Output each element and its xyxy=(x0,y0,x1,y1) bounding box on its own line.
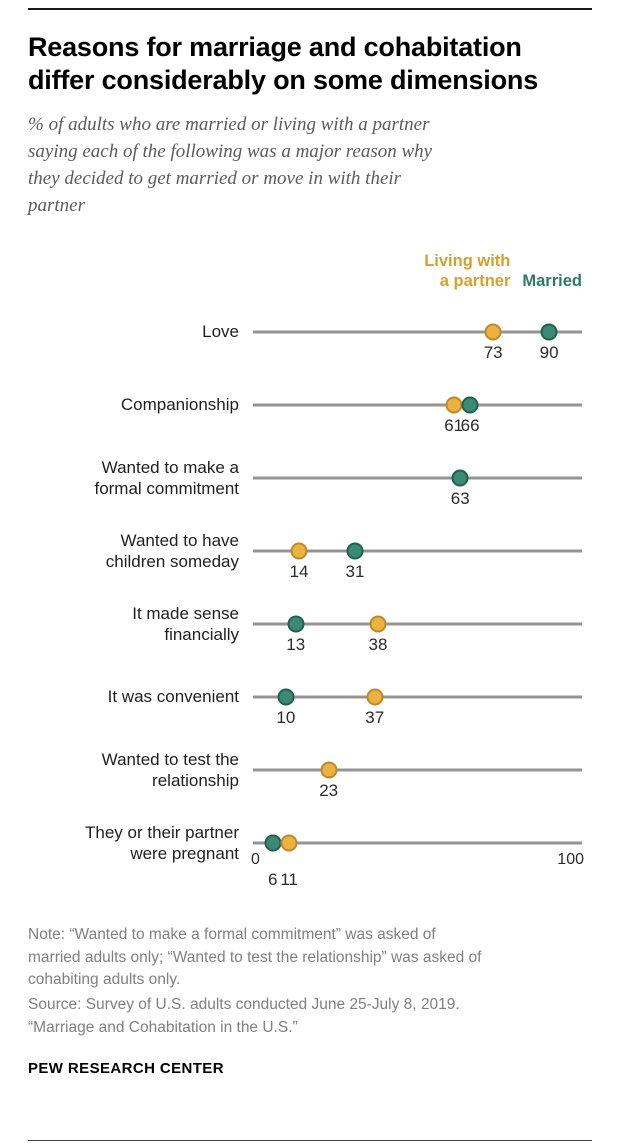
top-rule xyxy=(28,8,592,10)
row-plot: 10 37 xyxy=(253,661,582,734)
married-value-label: 31 xyxy=(345,562,365,582)
row-label: It was convenient xyxy=(107,687,239,707)
axis-min-label: 0 xyxy=(251,851,260,869)
married-value-label: 6 xyxy=(268,870,278,890)
married-dot xyxy=(461,396,479,414)
bottom-rule xyxy=(28,1140,592,1141)
row-line xyxy=(253,403,582,407)
chart-legend: Living with a partner Married xyxy=(253,250,582,292)
partner-value-label: 73 xyxy=(483,343,503,363)
partner-dot xyxy=(369,615,387,633)
row-label: Wanted to make a formal commitment xyxy=(94,457,239,499)
page-title: Reasons for marriage and cohabitation di… xyxy=(28,32,539,95)
row-plot: 14 31 xyxy=(253,515,582,588)
chart-row: Wanted to make a formal commitment 63 xyxy=(28,442,592,515)
partner-value-label: 37 xyxy=(365,708,385,728)
row-label: Wanted to have children someday xyxy=(105,530,239,572)
row-line xyxy=(253,476,582,480)
married-dot xyxy=(264,834,282,852)
married-dot xyxy=(540,323,558,341)
dot-plot-chart: Living with a partner Married Love 73 90 Co… xyxy=(28,250,592,890)
married-value-label: 66 xyxy=(460,416,480,436)
married-dot xyxy=(287,615,305,633)
partner-value-label: 23 xyxy=(319,781,339,801)
row-plot: 13 38 xyxy=(253,588,582,661)
married-dot xyxy=(451,469,469,487)
row-line xyxy=(253,330,582,334)
dot-plot-rows: Love 73 90 Companionship 61 66 Wanted to make … xyxy=(28,296,592,890)
partner-dot xyxy=(484,323,502,341)
chart-row: They or their partner were pregnant 6 11 0 1… xyxy=(28,807,592,890)
row-line xyxy=(253,695,582,699)
partner-value-label: 11 xyxy=(280,870,299,890)
partner-dot xyxy=(366,688,384,706)
partner-dot xyxy=(445,396,463,414)
brand-label: PEW RESEARCH CENTER xyxy=(28,1059,224,1077)
married-value-label: 63 xyxy=(450,489,470,509)
row-label: They or their partner were pregnant xyxy=(84,822,239,864)
chart-row: Wanted to have children someday 14 31 xyxy=(28,515,592,588)
row-label: Companionship xyxy=(120,395,239,415)
legend-label-partner: Living with a partner xyxy=(424,251,511,291)
row-plot: 63 xyxy=(253,442,582,515)
row-line xyxy=(253,622,582,626)
chart-row: It made sense financially 13 38 xyxy=(28,588,592,661)
partner-value-label: 61 xyxy=(444,416,464,436)
partner-dot xyxy=(290,542,308,560)
axis-max-label: 100 xyxy=(557,851,584,869)
row-plot: 23 xyxy=(253,734,582,807)
legend-label-married: Married xyxy=(522,272,582,291)
chart-row: Love 73 90 xyxy=(28,296,592,369)
row-plot: 73 90 xyxy=(253,296,582,369)
partner-dot xyxy=(320,761,338,779)
chart-note: Note: “Wanted to make a formal commitmen… xyxy=(28,925,482,989)
page: Reasons for marriage and cohabitation di… xyxy=(0,8,620,1148)
row-label: It made sense financially xyxy=(132,603,239,645)
chart-source: Source: Survey of U.S. adults conducted … xyxy=(28,996,460,1036)
row-line xyxy=(253,768,582,772)
chart-subtitle: % of adults who are married or living wi… xyxy=(28,113,433,216)
married-value-label: 13 xyxy=(286,635,306,655)
partner-value-label: 14 xyxy=(289,562,309,582)
row-plot: 6 11 0 100 xyxy=(251,807,584,889)
chart-row: Wanted to test the relationship 23 xyxy=(28,734,592,807)
row-line xyxy=(253,549,582,553)
chart-row: Companionship 61 66 xyxy=(28,369,592,442)
row-line xyxy=(253,841,582,845)
row-plot: 61 66 xyxy=(253,369,582,442)
chart-row: It was convenient 10 37 xyxy=(28,661,592,734)
married-value-label: 10 xyxy=(276,708,296,728)
married-dot xyxy=(346,542,364,560)
married-value-label: 90 xyxy=(539,343,559,363)
partner-dot xyxy=(280,834,298,852)
married-dot xyxy=(277,688,295,706)
row-label: Wanted to test the relationship xyxy=(101,749,239,791)
partner-value-label: 38 xyxy=(368,635,388,655)
row-label: Love xyxy=(202,322,239,342)
